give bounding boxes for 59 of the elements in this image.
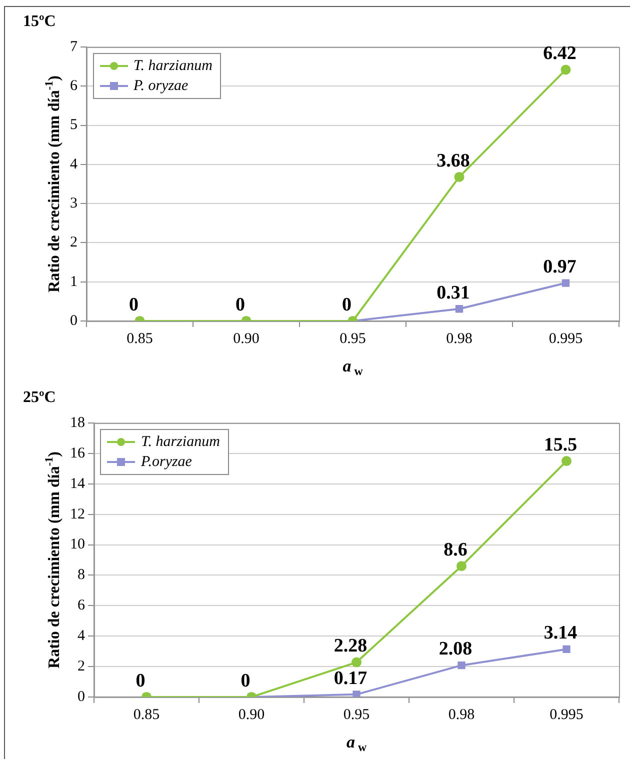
chart-title: 25ºC bbox=[23, 389, 56, 407]
y-tick-label: 16 bbox=[70, 445, 86, 462]
legend-label: T. harzianum bbox=[134, 58, 212, 74]
y-tick-label: 4 bbox=[70, 156, 78, 172]
x-tick-label: 0.90 bbox=[233, 330, 260, 347]
data-label: 0 bbox=[129, 294, 138, 316]
data-label: 0 bbox=[342, 294, 352, 316]
y-tick-label: 2 bbox=[70, 234, 78, 251]
x-tick-label: 0.98 bbox=[448, 706, 475, 723]
y-tick-label: 8 bbox=[78, 567, 85, 584]
x-tick-label: 0.995 bbox=[550, 706, 584, 723]
x-tick-label: 0.90 bbox=[238, 706, 265, 723]
y-tick-label: 4 bbox=[78, 628, 86, 644]
point bbox=[562, 645, 570, 654]
y-tick-label: 7 bbox=[70, 38, 78, 55]
y-tick-label: 6 bbox=[78, 598, 86, 614]
point bbox=[562, 456, 572, 466]
point bbox=[456, 561, 466, 572]
data-label: 0.17 bbox=[334, 668, 368, 689]
data-label: 15.5 bbox=[544, 434, 578, 456]
point bbox=[352, 690, 360, 697]
data-label: 8.6 bbox=[444, 539, 468, 560]
y-tick-label: 0 bbox=[70, 312, 78, 329]
data-label: 3.14 bbox=[544, 622, 578, 644]
y-tick-label: 12 bbox=[70, 506, 85, 522]
point bbox=[454, 172, 464, 182]
x-tick-label: 0.85 bbox=[133, 706, 160, 723]
y-tick-label: 2 bbox=[78, 658, 85, 674]
legend-label: P. oryzae bbox=[134, 78, 188, 94]
y-tick-label: 6 bbox=[70, 78, 78, 94]
x-tick-label: 0.95 bbox=[343, 706, 370, 723]
point bbox=[352, 657, 362, 668]
data-label: 0.97 bbox=[543, 256, 577, 278]
chart-title: 15ºC bbox=[23, 13, 56, 31]
y-axis-title: Ratio de crecimiento (mm día-1) bbox=[43, 452, 64, 668]
y-axis-title: Ratio de crecimiento (mm día-1) bbox=[43, 76, 64, 292]
x-tick-label: 0.85 bbox=[126, 330, 153, 347]
data-label: 0 bbox=[136, 670, 146, 692]
y-tick-label: 10 bbox=[70, 536, 85, 553]
y-tick-label: 3 bbox=[70, 196, 78, 212]
y-tick-label: 18 bbox=[70, 414, 85, 431]
y-tick-label: 1 bbox=[70, 274, 78, 290]
data-label: 3.68 bbox=[436, 150, 470, 172]
data-label: 2.28 bbox=[334, 636, 368, 657]
data-label: 0 bbox=[240, 670, 250, 692]
x-tick-label: 0.95 bbox=[340, 330, 366, 347]
x-tick-label: 0.995 bbox=[548, 330, 583, 347]
x-tick-label: 0.98 bbox=[446, 330, 472, 347]
point bbox=[560, 64, 571, 75]
data-label: 0.31 bbox=[436, 282, 470, 304]
y-tick-label: 5 bbox=[70, 117, 78, 134]
point bbox=[458, 662, 466, 670]
y-tick-label: 14 bbox=[70, 476, 86, 492]
legend-label: T. harzianum bbox=[141, 434, 220, 450]
data-label: 6.42 bbox=[543, 43, 576, 64]
legend-label: P.oryzae bbox=[141, 454, 192, 470]
data-label: 2.08 bbox=[438, 638, 472, 660]
y-tick-label: 0 bbox=[78, 688, 85, 705]
data-label: 0 bbox=[236, 294, 245, 316]
